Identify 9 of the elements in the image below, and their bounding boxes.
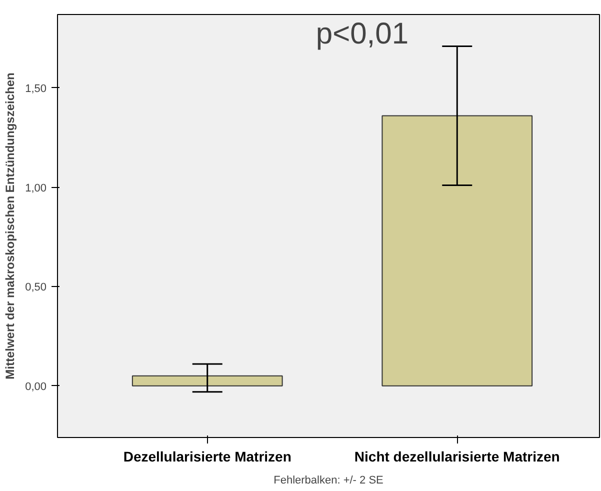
x-tick-label: Nicht dezellularisierte Matrizen bbox=[354, 448, 560, 464]
annotation: p<0,01 bbox=[316, 18, 409, 50]
y-tick-label: 0,50 bbox=[25, 282, 47, 294]
text: Fehlerbalken: +/- 2 SE bbox=[274, 474, 384, 486]
y-tick-label: 1,00 bbox=[25, 182, 47, 194]
x-tick-label: Dezellularisierte Matrizen bbox=[123, 448, 292, 464]
y-tick-label: 0,00 bbox=[25, 380, 47, 393]
y-tick-label: 1,50 bbox=[25, 82, 47, 95]
y-axis-title: Mittelwert der makroskopischen Entzündungszeichen bbox=[3, 72, 18, 380]
